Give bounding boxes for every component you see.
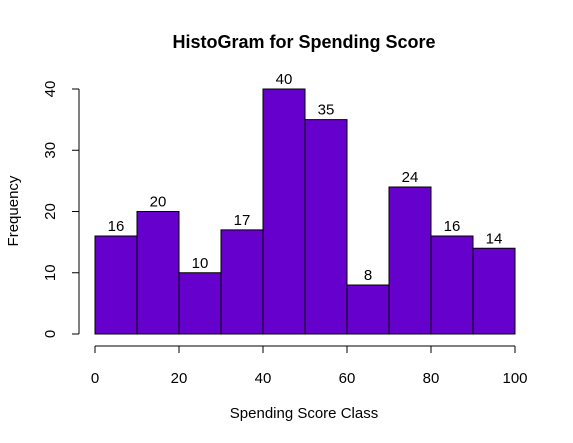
bar-3: [178, 272, 222, 335]
chart-title: HistoGram for Spending Score: [172, 32, 435, 52]
y-axis-label: Frequency: [5, 175, 22, 246]
bar-1: [94, 235, 138, 335]
y-axis: 0 10 20 30 40: [42, 81, 80, 338]
x-tick-label-3: 60: [339, 370, 356, 387]
data-labels-group: 16 20 10 17 40 35 8 24 16 14: [108, 71, 503, 284]
bar-9: [430, 235, 474, 335]
data-label-4: 17: [234, 212, 251, 229]
bar-8: [388, 186, 432, 335]
data-label-1: 16: [108, 218, 125, 235]
bar-4: [220, 229, 264, 335]
data-label-8: 24: [402, 169, 419, 186]
bar-10: [472, 247, 516, 335]
x-tick-label-0: 0: [91, 370, 99, 387]
data-label-10: 14: [486, 230, 503, 247]
y-tick-label-1: 10: [42, 264, 59, 281]
x-axis-label: Spending Score Class: [230, 405, 378, 422]
bar-6: [304, 119, 348, 335]
data-label-9: 16: [444, 218, 461, 235]
y-tick-label-2: 20: [42, 203, 59, 220]
data-label-6: 35: [318, 102, 335, 119]
bars-group: [94, 88, 516, 335]
y-tick-label-4: 40: [42, 81, 59, 98]
x-axis: 0 20 40 60 80 100: [91, 345, 528, 387]
y-tick-label-0: 0: [42, 330, 59, 338]
data-label-3: 10: [192, 255, 209, 272]
x-tick-label-4: 80: [423, 370, 440, 387]
y-tick-label-3: 30: [42, 142, 59, 159]
bar-5: [262, 88, 306, 335]
data-label-2: 20: [150, 194, 167, 211]
x-tick-label-5: 100: [502, 370, 527, 387]
x-tick-label-1: 20: [171, 370, 188, 387]
bar-2: [136, 211, 180, 335]
data-label-5: 40: [276, 71, 293, 88]
bar-7: [346, 284, 390, 335]
x-tick-label-2: 40: [255, 370, 272, 387]
data-label-7: 8: [364, 267, 372, 284]
